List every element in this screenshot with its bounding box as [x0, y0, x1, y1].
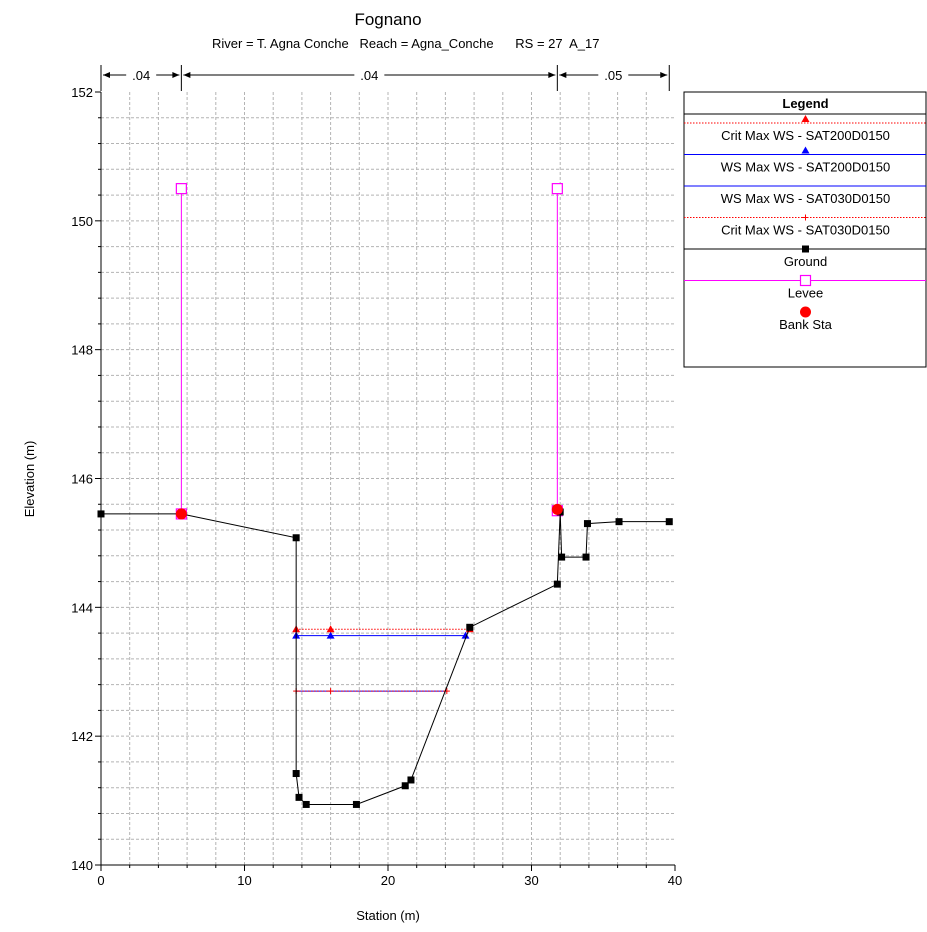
y-tick-label: 142 [71, 729, 93, 744]
x-tick-label: 30 [524, 873, 538, 888]
y-tick-label: 144 [71, 600, 93, 615]
legend-title: Legend [782, 96, 828, 111]
square-marker [302, 800, 310, 808]
square-marker [407, 776, 415, 784]
legend: Legend Crit Max WS - SAT200D0150 WS Max WS… [683, 91, 927, 368]
legend-entry: WS Max WS - SAT200D0150 [684, 146, 926, 175]
circle-marker [175, 508, 187, 520]
square-marker [802, 245, 809, 253]
legend-entry: Ground [684, 245, 926, 269]
triangle-marker [326, 625, 335, 633]
square-marker [583, 520, 591, 528]
grid-lines [101, 92, 675, 865]
x-tick-label: 0 [97, 873, 104, 888]
legend-entry: Bank Sta [779, 306, 833, 332]
square-marker [295, 793, 303, 801]
series-ws-max-ws-sat200d0150 [292, 631, 470, 639]
series-ground [97, 508, 673, 808]
circle-marker [800, 306, 811, 318]
mannings-n-label: .04 [360, 68, 378, 83]
x-axis-label: Station (m) [356, 908, 420, 923]
y-axis-label: Elevation (m) [22, 441, 37, 518]
square-marker [292, 534, 300, 542]
legend-label: Crit Max WS - SAT030D0150 [721, 223, 890, 238]
legend-label: WS Max WS - SAT030D0150 [721, 191, 891, 206]
legend-entry: WS Max WS - SAT030D0150 [684, 185, 926, 206]
square-marker [352, 800, 360, 808]
mannings-n-label: .05 [604, 68, 622, 83]
x-tick-label: 20 [381, 873, 395, 888]
y-tick-label: 146 [71, 472, 93, 487]
legend-label: Levee [788, 286, 823, 301]
legend-entry: Crit Max WS - SAT200D0150 [684, 115, 926, 143]
legend-label: Crit Max WS - SAT200D0150 [721, 128, 890, 143]
mannings-n-annotations: .04 .04 .05 [100, 65, 670, 91]
triangle-marker [801, 115, 810, 122]
legend-label: Bank Sta [779, 317, 833, 332]
square-marker [615, 518, 623, 526]
series-levee [175, 183, 563, 520]
mannings-arrowhead [548, 72, 556, 78]
legend-entry: Crit Max WS - SAT030D0150 [684, 214, 926, 238]
mannings-arrowhead [660, 72, 668, 78]
y-tick-label: 148 [71, 343, 93, 358]
legend-label: Ground [784, 254, 827, 269]
y-tick-label: 150 [71, 214, 93, 229]
mannings-arrowhead [172, 72, 180, 78]
mannings-arrowhead [103, 72, 110, 78]
open-square-marker [175, 183, 187, 195]
y-tick-label: 152 [71, 85, 93, 100]
plot-series [97, 183, 673, 808]
mannings-n-label: .04 [132, 68, 150, 83]
chart-title: Fognano [354, 10, 421, 29]
open-square-marker [799, 274, 812, 287]
circle-marker [551, 503, 563, 515]
square-marker [665, 518, 673, 526]
series-crit-max-ws-sat200d0150 [292, 625, 474, 633]
x-tick-label: 40 [668, 873, 682, 888]
x-tick-label: 10 [237, 873, 251, 888]
legend-entry: Levee [684, 274, 926, 301]
square-marker [401, 782, 409, 790]
square-marker [558, 553, 566, 561]
square-marker [466, 623, 474, 631]
triangle-marker [461, 631, 470, 639]
square-marker [292, 770, 300, 778]
triangle-marker [801, 146, 810, 154]
legend-box [683, 91, 927, 368]
series-bank-sta [175, 503, 563, 520]
chart-subtitle: River = T. Agna Conche Reach = Agna_Conc… [212, 36, 600, 51]
legend-label: WS Max WS - SAT200D0150 [721, 160, 891, 175]
square-marker [582, 553, 590, 561]
mannings-arrowhead [183, 72, 191, 78]
axes: 140 142 144 146 148 150 152 0 10 20 30 40 [71, 85, 682, 888]
triangle-marker [326, 631, 335, 639]
mannings-arrowhead [559, 72, 567, 78]
y-tick-label: 140 [71, 858, 93, 873]
square-marker [553, 580, 561, 588]
open-square-marker [551, 183, 563, 195]
